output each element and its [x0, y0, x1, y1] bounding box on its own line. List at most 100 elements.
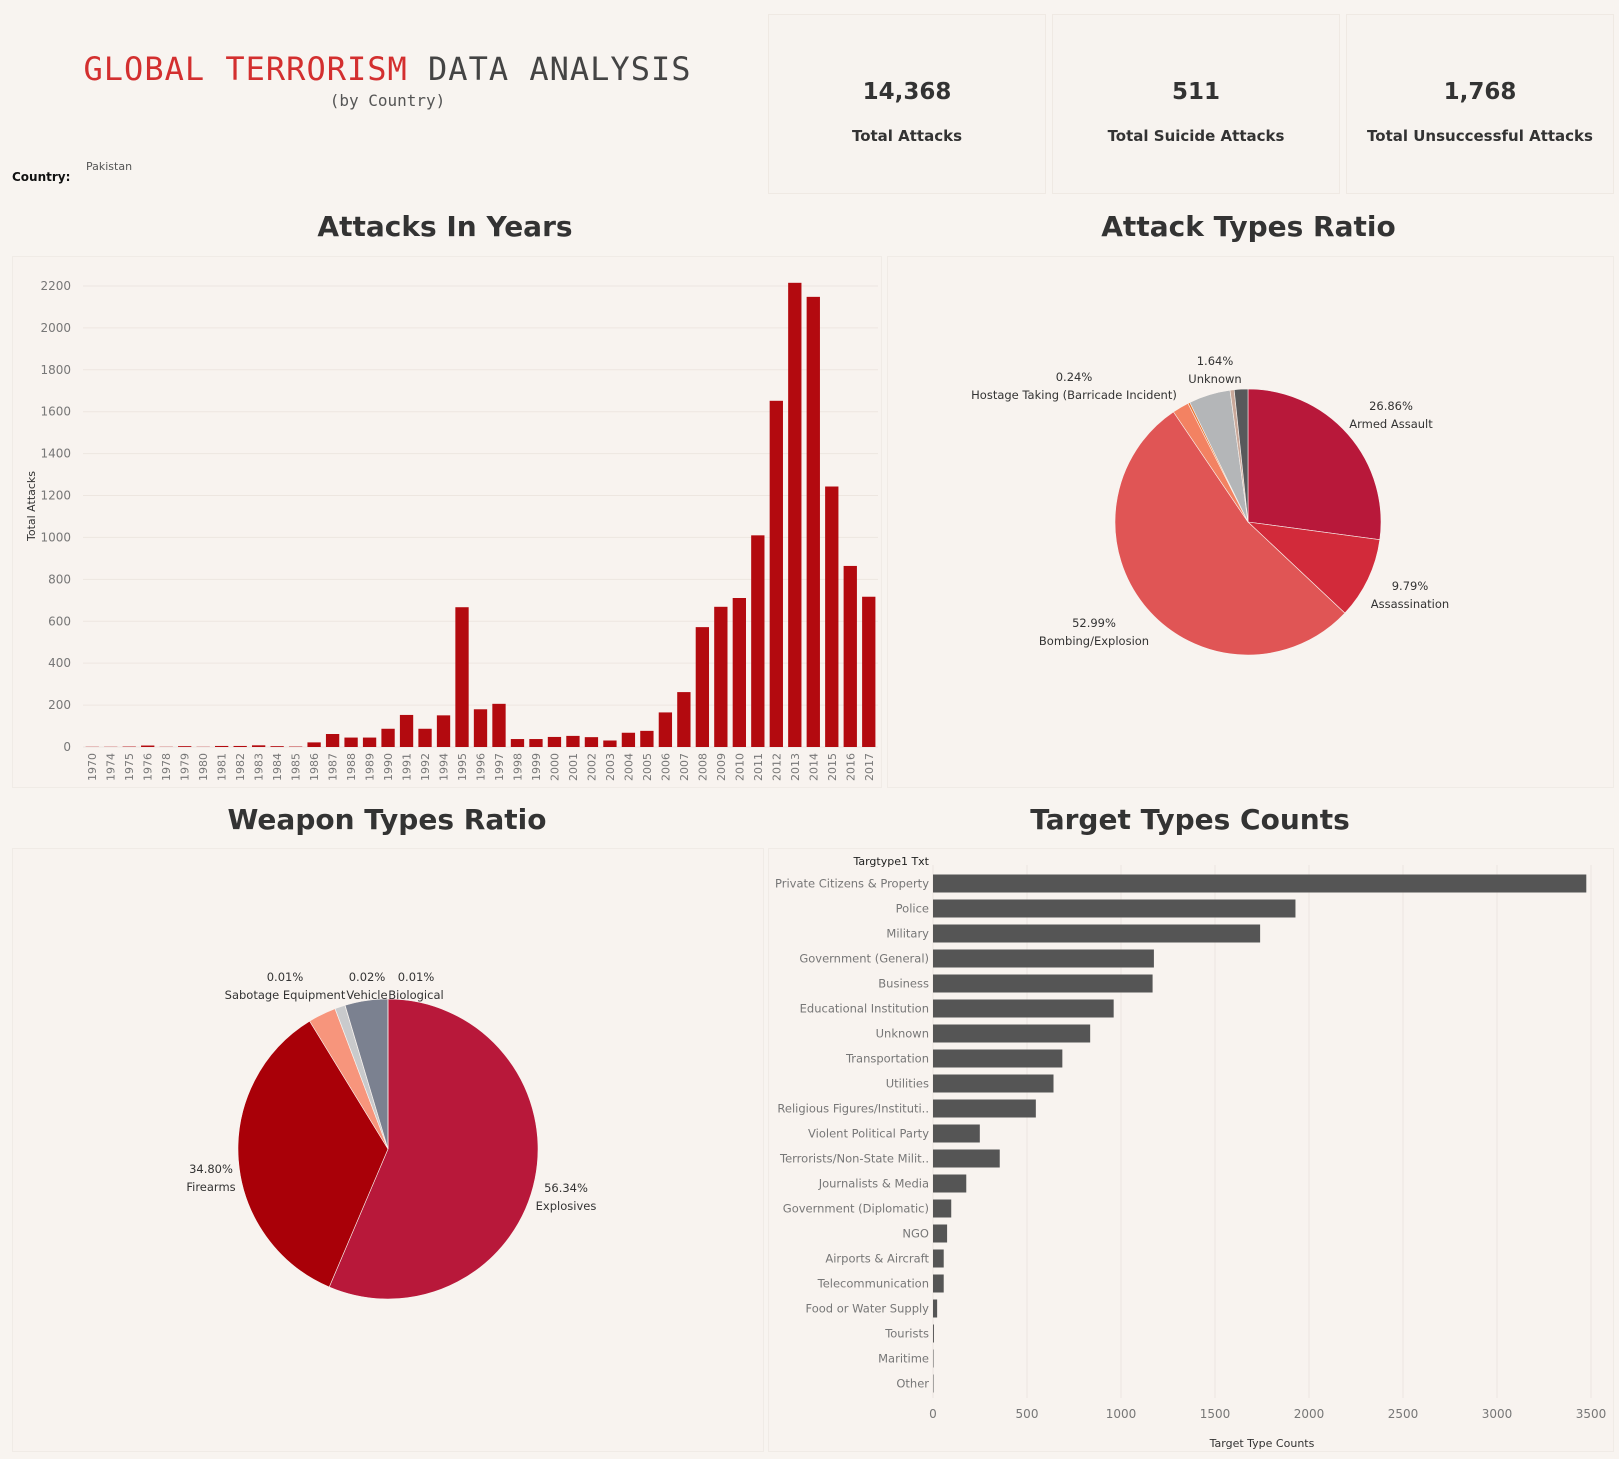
pie-slice	[237, 1020, 389, 1288]
year-bar	[788, 282, 802, 747]
year-bar	[658, 712, 673, 747]
x-tick-label: 2005	[641, 753, 654, 781]
country-filter-value[interactable]: Pakistan	[86, 160, 133, 173]
category-label: NGO	[902, 1227, 929, 1241]
dashboard-subtitle: (by Country)	[329, 91, 446, 110]
kpi-total-attacks: 14,368 Total Attacks	[768, 14, 1046, 194]
year-bar	[436, 715, 451, 747]
year-bar	[178, 746, 192, 747]
y-tick-label: 1400	[40, 447, 71, 461]
category-label: Educational Institution	[800, 1002, 929, 1016]
attacks-in-years-panel: 0 200 400 600 800 1000 1200 1400 1600 1800 2000 220…	[12, 256, 882, 788]
x-tick-label: 1970	[86, 753, 99, 781]
kpi-value: 1,768	[1443, 79, 1517, 105]
year-bar	[455, 607, 469, 747]
title-grey-part: DATA ANALYSIS	[428, 50, 692, 88]
target-bar	[933, 974, 1153, 993]
category-label: Military	[886, 927, 929, 941]
weapon-types-pie: 56.34% Explosives 34.80% Firearms 0.01% Sabot…	[186, 970, 597, 1300]
year-bar	[584, 737, 599, 747]
target-bar	[933, 899, 1296, 918]
x-tick-label: 2002	[585, 753, 598, 781]
kpi-total-unsuccessful-attacks: 1,768 Total Unsuccessful Attacks	[1346, 14, 1614, 194]
x-tick-label: 500	[1016, 1407, 1039, 1421]
weapon-types-panel: 56.34% Explosives 34.80% Firearms 0.01% Sabot…	[12, 848, 764, 1452]
target-bar	[933, 1124, 980, 1143]
category-label: Transportation	[845, 1052, 929, 1066]
year-bar	[307, 742, 321, 747]
year-bar	[640, 730, 654, 747]
target-types-panel: 0 500 1000 1500 2000 2500 3000 3500 Target Type …	[768, 848, 1614, 1452]
x-tick-label: 0	[929, 1407, 937, 1421]
y-tick-label: 200	[48, 698, 71, 712]
category-label: Utilities	[886, 1077, 929, 1091]
year-bar	[862, 596, 876, 747]
category-label: Journalists & Media	[818, 1177, 929, 1191]
x-tick-label: 1998	[511, 753, 524, 781]
x-tick-label: 1984	[271, 753, 284, 781]
attack-types-pie: 26.86% Armed Assault 9.79% Assassination 52.…	[971, 354, 1449, 656]
year-bar	[344, 737, 358, 747]
year-bar	[695, 627, 710, 747]
x-tick-label: 2500	[1388, 1407, 1419, 1421]
year-bar	[141, 745, 155, 747]
kpi-label: Total Suicide Attacks	[1107, 127, 1285, 145]
y-axis-label: Total Attacks	[25, 471, 38, 542]
year-bar	[714, 606, 728, 747]
x-tick-label: 1991	[401, 753, 414, 781]
category-label: Telecommunication	[817, 1277, 929, 1291]
kpi-label: Total Unsuccessful Attacks	[1367, 127, 1593, 145]
x-tick-label: 2003	[604, 753, 617, 781]
x-tick-label: 2000	[1294, 1407, 1325, 1421]
category-label: Business	[878, 977, 929, 991]
y-tick-label: 2000	[40, 321, 71, 335]
year-bar	[362, 737, 377, 747]
slice-name-label: Armed Assault	[1349, 417, 1433, 431]
year-bar	[473, 709, 488, 747]
x-tick-label: 1974	[105, 753, 118, 781]
category-label: Terrorists/Non-State Milit..	[779, 1152, 929, 1166]
slice-percent-label: 56.34%	[544, 1181, 588, 1195]
x-tick-label: 2016	[844, 753, 857, 781]
country-filter-label: Country:	[12, 170, 71, 184]
kpi-value: 511	[1171, 79, 1220, 105]
year-bar	[492, 703, 506, 747]
kpi-total-suicide-attacks: 511 Total Suicide Attacks	[1052, 14, 1340, 194]
kpi-label: Total Attacks	[851, 127, 963, 145]
category-label: Other	[896, 1377, 929, 1391]
x-axis-label: Target Type Counts	[1209, 1437, 1315, 1450]
y-tick-label: 800	[48, 572, 71, 586]
x-tick-label: 1000	[1106, 1407, 1137, 1421]
y-tick-label: 1800	[40, 363, 71, 377]
x-tick-label: 2006	[659, 753, 672, 781]
year-bar	[215, 745, 229, 747]
title-red-part: GLOBAL TERRORISM	[83, 50, 408, 88]
year-bar	[751, 535, 765, 747]
category-label: Violent Political Party	[808, 1127, 929, 1141]
x-tick-label: 1975	[123, 753, 136, 781]
slice-name-label: Vehicle	[346, 988, 387, 1002]
x-tick-label: 2011	[752, 753, 765, 781]
x-tick-label: 2017	[863, 753, 876, 781]
pie-slice	[1247, 521, 1381, 614]
attack-types-ratio-title: Attack Types Ratio	[1101, 210, 1396, 243]
target-types-chart: 0 500 1000 1500 2000 2500 3000 3500 Target Type …	[775, 855, 1606, 1450]
x-tick-label: 1986	[308, 753, 321, 781]
slice-percent-label: 0.24%	[1056, 370, 1093, 384]
x-tick-label: 1987	[327, 753, 340, 781]
year-bar	[621, 732, 636, 747]
attacks-in-years-chart: 0 200 400 600 800 1000 1200 1400 1600 1800 2000 220…	[25, 279, 878, 781]
pie-slice	[1247, 388, 1382, 541]
y-axis-header: Targtype1 Txt	[852, 855, 929, 868]
target-bar	[933, 874, 1587, 893]
category-label: Tourists	[884, 1327, 929, 1341]
slice-name-label: Hostage Taking (Barricade Incident)	[971, 388, 1177, 402]
target-bar	[933, 1274, 944, 1293]
slice-percent-label: 9.79%	[1392, 579, 1429, 593]
x-tick-label: 2014	[807, 753, 820, 781]
slice-name-label: Firearms	[186, 1180, 235, 1194]
x-tick-label: 2004	[622, 753, 635, 781]
x-tick-label: 1985	[290, 753, 303, 781]
year-bar	[510, 739, 525, 747]
slice-name-label: Explosives	[536, 1199, 597, 1213]
